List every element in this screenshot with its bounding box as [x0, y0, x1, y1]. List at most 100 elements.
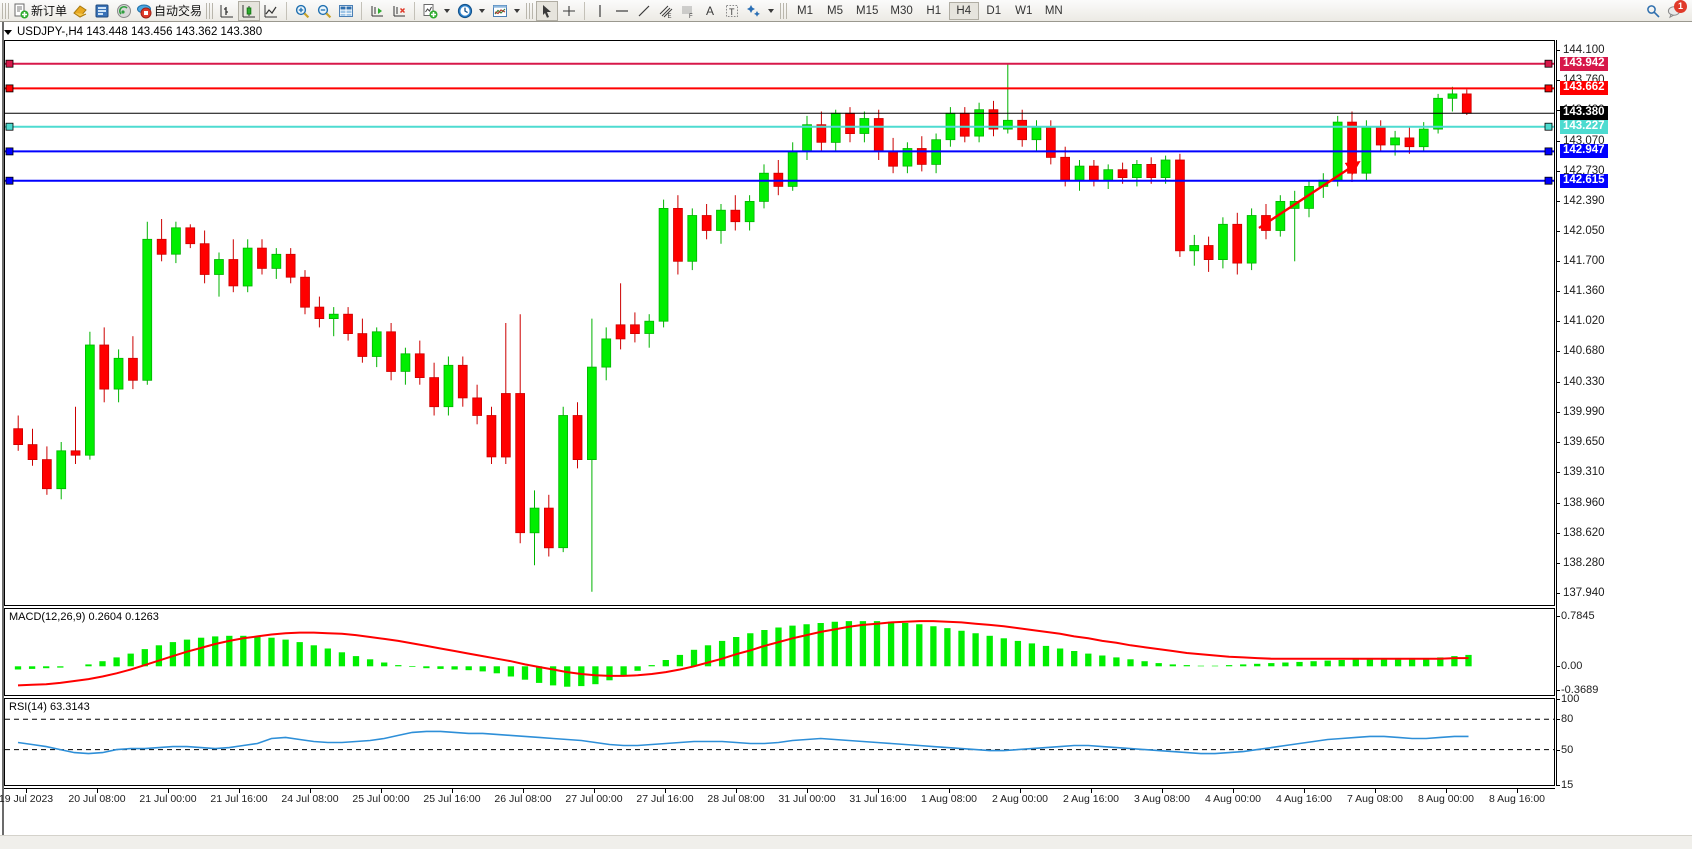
- price-tick: [1556, 49, 1560, 51]
- timeframe-m30[interactable]: M30: [890, 4, 913, 17]
- equidistant-channel-button[interactable]: E: [655, 1, 677, 21]
- data-window-button[interactable]: [335, 1, 357, 21]
- price-tick: [1556, 562, 1560, 564]
- chat-button[interactable]: 1: [1664, 0, 1687, 21]
- fibonacci-button[interactable]: F: [677, 1, 699, 21]
- templates-button[interactable]: [489, 1, 511, 21]
- price-tick: [1556, 140, 1560, 142]
- toolbar-grip-2[interactable]: [206, 2, 214, 19]
- navigator-button[interactable]: [91, 1, 113, 21]
- crosshair-button[interactable]: [558, 1, 580, 21]
- toolbar-grip-3[interactable]: [526, 2, 534, 19]
- time-tick-label: 1 Aug 08:00: [920, 793, 978, 805]
- metaeditor-button[interactable]: [69, 1, 91, 21]
- time-tick: [97, 789, 98, 793]
- rsi-plot: [5, 718, 1554, 755]
- auto-trading-label: 自动交易: [154, 4, 203, 18]
- time-tick-label: 27 Jul 00:00: [565, 793, 623, 805]
- auto-trading-button[interactable]: 自动交易: [135, 1, 204, 21]
- toolbar-grip[interactable]: [2, 2, 9, 19]
- time-tick: [26, 789, 27, 793]
- price-tick-label: 139.650: [1563, 436, 1605, 448]
- price-tick-label: 138.960: [1563, 496, 1605, 509]
- timeframe-w1[interactable]: W1: [1015, 4, 1033, 17]
- rsi-tick-label: 50: [1561, 743, 1574, 756]
- timeframe-m5[interactable]: M5: [827, 4, 844, 17]
- new-order-icon: [13, 3, 29, 19]
- rsi-pane[interactable]: RSI(14) 63.3143: [4, 698, 1555, 786]
- price-line-label-current-price[interactable]: 143.380: [1560, 106, 1608, 121]
- line-chart-button[interactable]: [260, 1, 282, 21]
- price-tick: [1556, 261, 1560, 263]
- toolbar-grip-4[interactable]: [780, 2, 788, 19]
- timeframe-h4[interactable]: H4: [948, 1, 979, 20]
- price-line-label-resistance-2[interactable]: 143.942: [1560, 56, 1608, 71]
- time-tick-label: 26 Jul 08:00: [494, 793, 552, 805]
- bullish-arrow: [1258, 160, 1361, 230]
- candlestick-chart-button[interactable]: [238, 0, 261, 21]
- indicators-dropdown-caret[interactable]: [444, 8, 451, 13]
- rsi-tick-label: 15: [1561, 779, 1574, 791]
- text-label-icon: T: [724, 3, 740, 19]
- timeframe-d1[interactable]: D1: [986, 4, 1002, 17]
- price-line-label-resistance-1[interactable]: 143.662: [1560, 81, 1608, 96]
- timeframe-m1[interactable]: M1: [797, 4, 814, 17]
- price-line-label-support-1[interactable]: 142.947: [1560, 144, 1608, 159]
- time-tick: [665, 789, 666, 793]
- candlestick-icon: [241, 3, 257, 19]
- text-button[interactable]: A: [699, 1, 721, 21]
- macd-label: MACD(12,26,9) 0.2604 0.1263: [9, 611, 159, 623]
- price-tick-label: 142.390: [1563, 194, 1605, 207]
- price-axis[interactable]: 144.100143.760143.420143.070142.730142.3…: [1556, 40, 1692, 791]
- chart-menu-caret-icon[interactable]: [4, 29, 12, 35]
- horizontal-line-button[interactable]: [611, 1, 633, 21]
- zoom-in-button[interactable]: [291, 1, 313, 21]
- macd-pane[interactable]: MACD(12,26,9) 0.2604 0.1263: [4, 608, 1555, 696]
- shapes-dropdown-caret[interactable]: [768, 8, 775, 13]
- price-line-label-pivot[interactable]: 143.227: [1560, 119, 1608, 134]
- price-pane[interactable]: [4, 40, 1555, 606]
- timeframe-mn[interactable]: MN: [1044, 4, 1063, 17]
- time-tick: [239, 789, 240, 793]
- timeframe-h1[interactable]: H1: [926, 4, 942, 17]
- trendline-button[interactable]: [633, 1, 655, 21]
- timeframe-m15[interactable]: M15: [856, 4, 879, 17]
- shapes-button[interactable]: [743, 1, 765, 21]
- time-tick-label: 4 Aug 16:00: [1275, 793, 1333, 805]
- auto-scroll-button[interactable]: [366, 1, 388, 21]
- horizontal-line-icon: [614, 3, 630, 19]
- rsi-tick-label: 100: [1561, 693, 1580, 705]
- price-tick-label: 138.620: [1563, 526, 1605, 539]
- label-button[interactable]: T: [721, 1, 743, 21]
- signals-button[interactable]: [113, 1, 135, 21]
- time-tick: [1517, 789, 1518, 793]
- text-icon: A: [706, 3, 715, 18]
- periods-button[interactable]: [454, 1, 476, 21]
- bar-chart-button[interactable]: [216, 1, 238, 21]
- time-tick-label: 21 Jul 16:00: [210, 793, 268, 805]
- price-tick: [1556, 170, 1560, 172]
- zoom-out-icon: [316, 3, 332, 19]
- cursor-button[interactable]: [536, 0, 559, 21]
- toolbar-separator-1: [286, 1, 288, 20]
- price-line-label-support-2[interactable]: 142.615: [1560, 173, 1608, 188]
- price-tick: [1556, 109, 1560, 111]
- templates-dropdown-caret[interactable]: [514, 8, 521, 13]
- search-button[interactable]: [1642, 1, 1664, 21]
- indicators-button[interactable]: [419, 1, 441, 21]
- chart-shift-button[interactable]: [388, 1, 410, 21]
- vertical-line-button[interactable]: [589, 1, 611, 21]
- time-tick: [1375, 789, 1376, 793]
- time-tick-label: 31 Jul 16:00: [849, 793, 907, 805]
- new-order-button[interactable]: 新订单: [12, 1, 69, 21]
- cursor-icon: [539, 3, 555, 19]
- zoom-out-button[interactable]: [313, 1, 335, 21]
- fibonacci-icon: F: [680, 3, 696, 19]
- macd-tick: [1556, 666, 1560, 668]
- horizontal-scrollbar[interactable]: [0, 835, 1692, 849]
- clock-icon: [457, 3, 473, 19]
- periods-dropdown-caret[interactable]: [479, 8, 486, 13]
- chart-header: USDJPY-,H4 143.448 143.456 143.362 143.3…: [4, 25, 262, 39]
- price-tick-label: 142.050: [1563, 224, 1605, 237]
- time-axis[interactable]: 19 Jul 2023 20 Jul 08:00 21 Jul 00:00 21 Ju…: [0, 788, 1555, 810]
